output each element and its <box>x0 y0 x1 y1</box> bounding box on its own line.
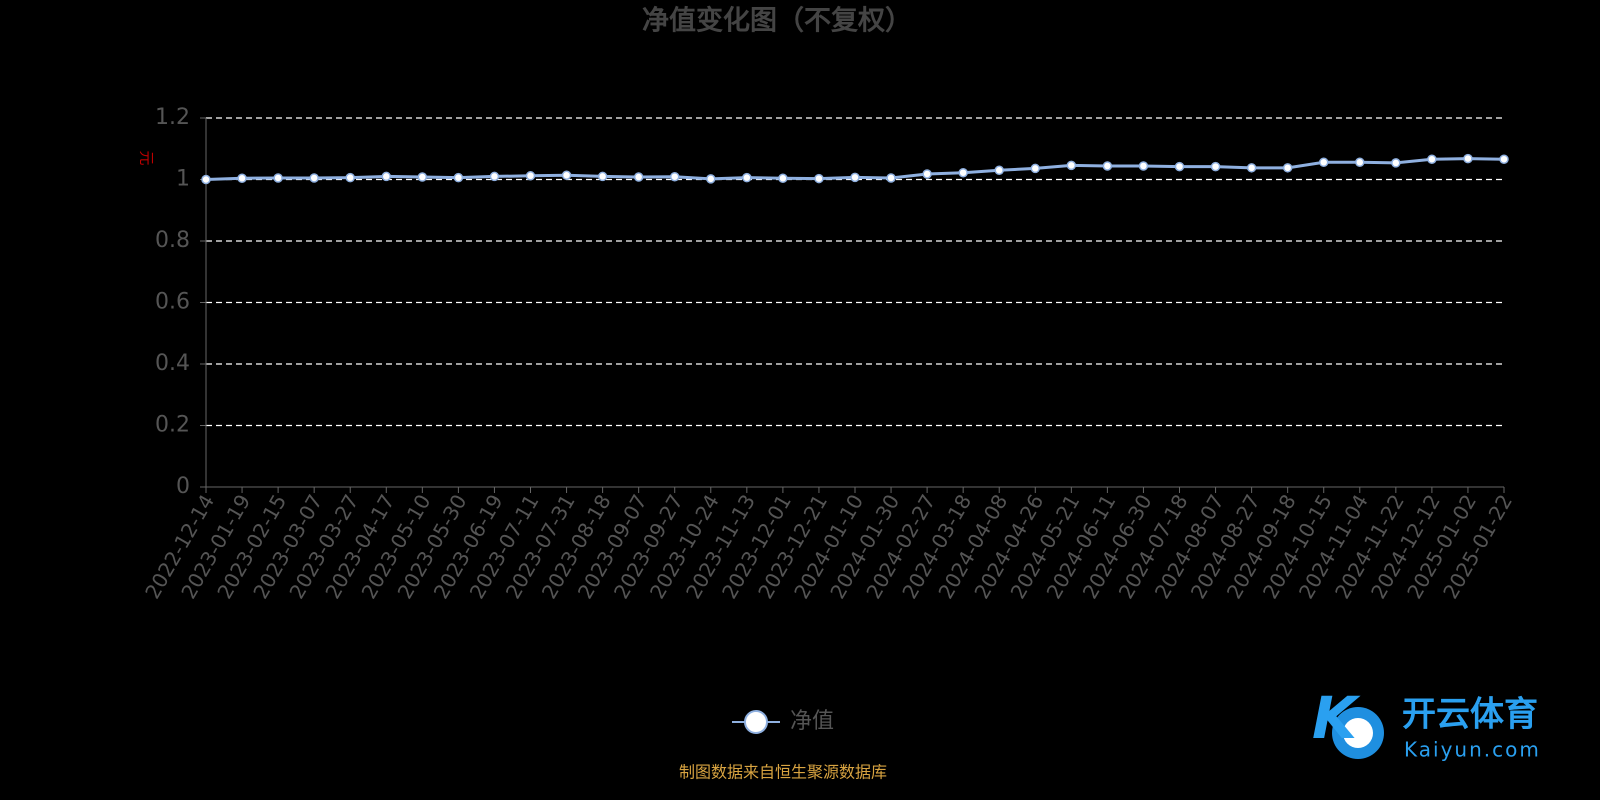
data-point <box>1463 153 1473 164</box>
data-point <box>201 174 211 185</box>
watermark-brand: 开云体育 <box>1402 695 1538 735</box>
chart: 净值变化图（不复权） 元 制图数据来自恒生聚源数据库 K 开云体育 Kaiyun… <box>0 0 1568 784</box>
chart-title: 净值变化图（不复权） <box>642 5 912 37</box>
data-point <box>597 171 608 182</box>
data-point <box>1030 163 1041 174</box>
y-tick-label: 1.2 <box>155 105 190 130</box>
legend-label: 净值 <box>790 709 834 734</box>
data-point <box>309 173 319 183</box>
watermark-site: Kaiyun.com <box>1404 738 1541 762</box>
data-point <box>237 173 247 184</box>
data-point <box>850 172 860 183</box>
data-point <box>561 170 572 180</box>
data-point <box>1499 154 1509 164</box>
data-point <box>706 174 716 184</box>
watermark: K 开云体育 Kaiyun.com <box>1312 684 1541 762</box>
source-note: 制图数据来自恒生聚源数据库 <box>679 763 887 782</box>
legend-marker <box>744 710 768 734</box>
y-tick-label: 1 <box>176 167 190 192</box>
data-point <box>886 173 896 183</box>
data-point <box>1391 158 1401 168</box>
y-tick-label: 0.4 <box>155 351 190 376</box>
logo-k: K <box>1312 684 1361 752</box>
data-point <box>1246 163 1257 173</box>
data-point <box>345 172 355 183</box>
background <box>0 0 1568 784</box>
data-point <box>525 171 536 181</box>
data-point <box>1282 163 1293 173</box>
data-point <box>922 169 932 179</box>
data-point <box>453 172 464 183</box>
data-point <box>489 171 500 182</box>
y-tick-label: 0.8 <box>155 228 190 253</box>
data-point <box>669 171 680 182</box>
y-tick-label: 0.6 <box>155 290 190 315</box>
data-point <box>1066 160 1077 171</box>
data-point <box>958 167 968 178</box>
data-point <box>742 172 752 183</box>
data-point <box>417 172 428 182</box>
data-point <box>814 173 824 184</box>
data-point <box>633 172 644 182</box>
data-point <box>778 173 788 184</box>
logo-ball-inner <box>1343 718 1373 748</box>
data-point <box>273 173 283 183</box>
data-point <box>1355 157 1365 168</box>
data-point <box>1318 157 1329 168</box>
data-point <box>994 165 1004 176</box>
data-point <box>1210 161 1221 172</box>
y-tick-label: 0 <box>176 474 190 499</box>
y-axis-label: 元 <box>138 150 156 165</box>
data-point <box>1138 161 1149 171</box>
data-point <box>1427 154 1437 164</box>
y-tick-label: 0.2 <box>155 413 190 438</box>
data-point <box>1102 161 1113 171</box>
data-point <box>381 171 392 182</box>
data-point <box>1174 161 1185 172</box>
